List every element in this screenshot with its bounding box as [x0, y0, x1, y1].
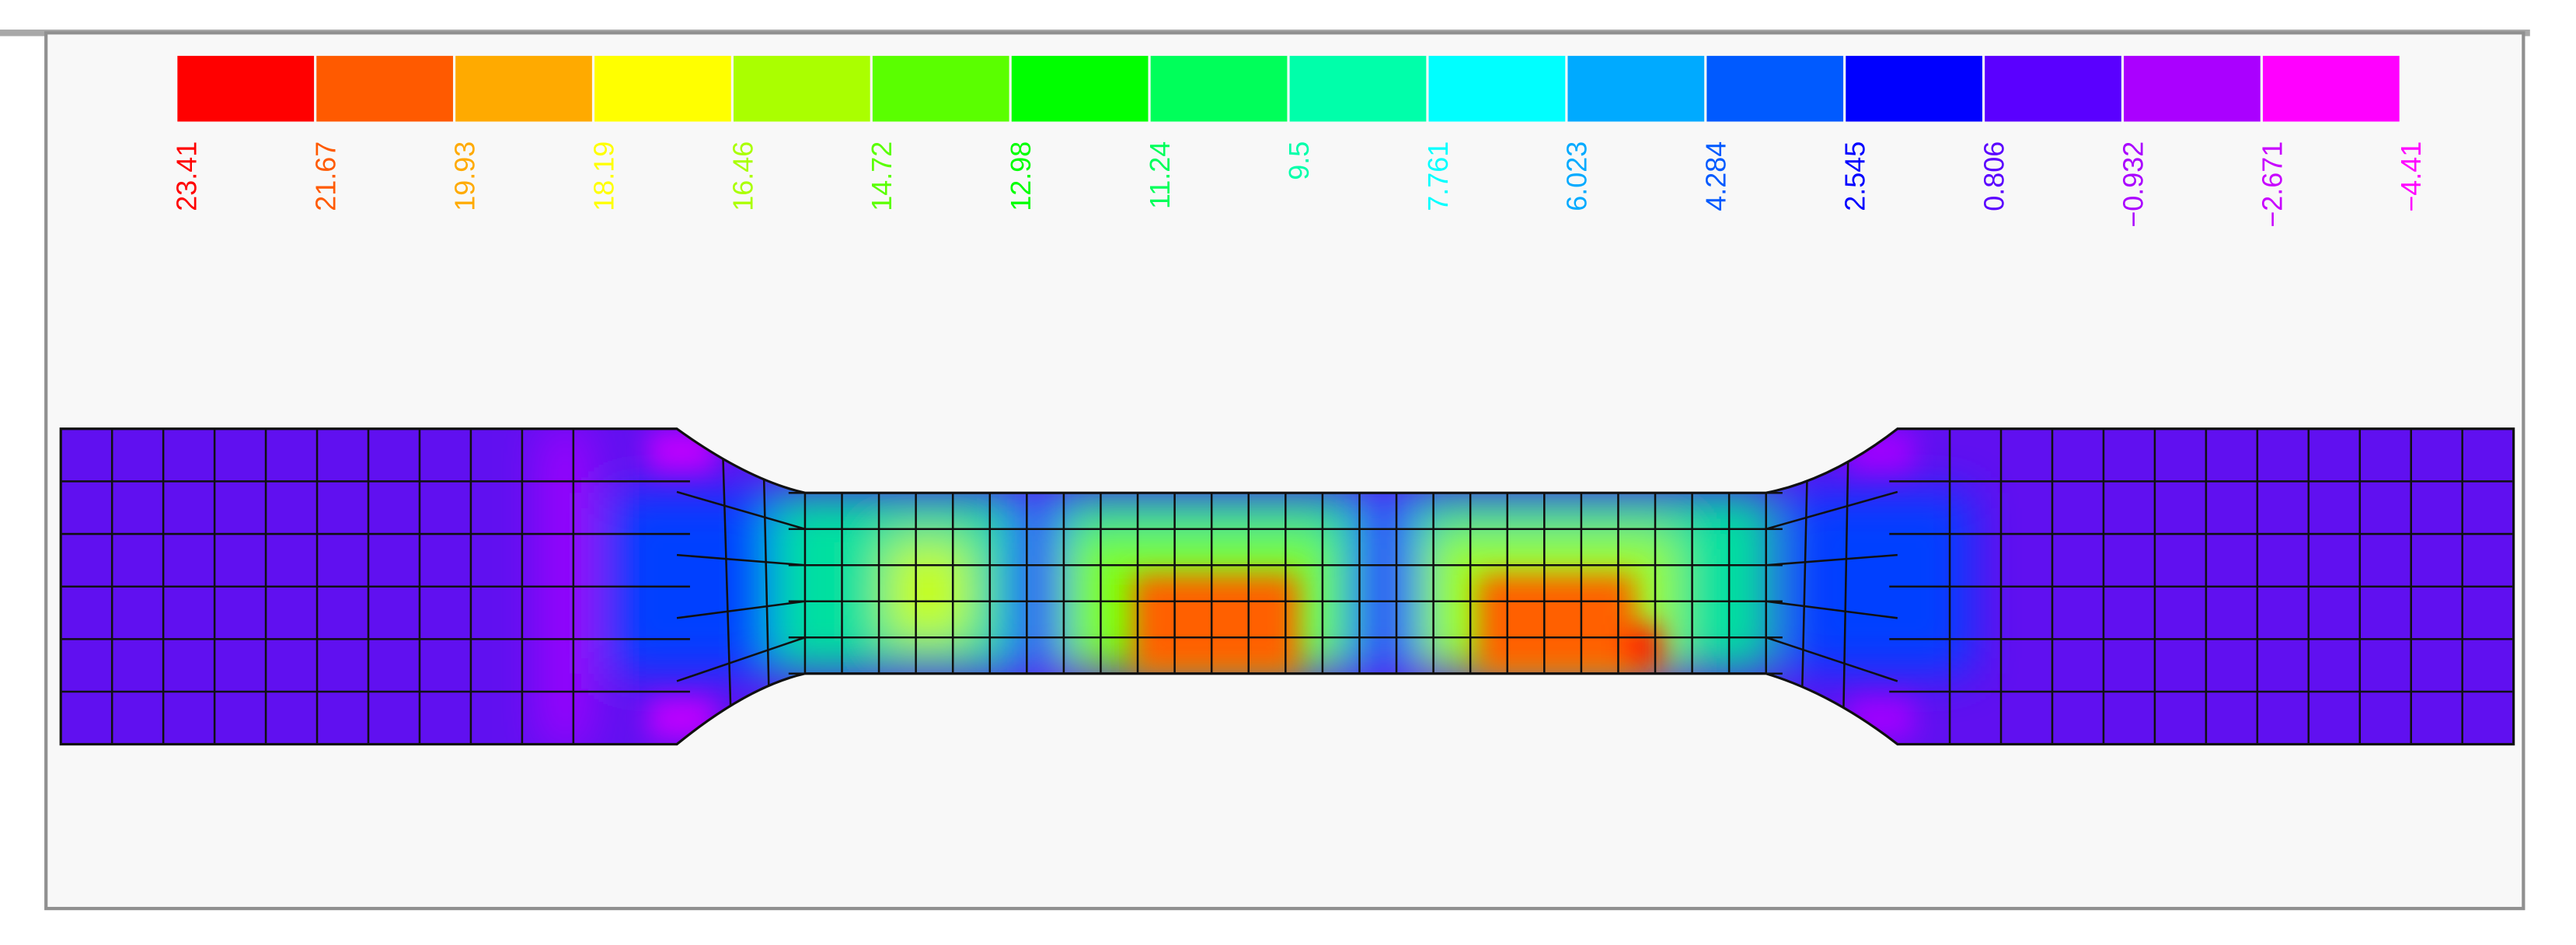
colorbar-swatch — [1706, 55, 1844, 122]
mesh-line — [1766, 490, 1898, 530]
colorbar-label: 4.284 — [1700, 141, 1732, 211]
colorbar-swatch — [733, 55, 870, 122]
mesh-line — [676, 600, 806, 619]
mesh-line — [676, 490, 806, 530]
colorbar-label: 14.72 — [866, 141, 898, 211]
colorbar-label: 9.5 — [1283, 141, 1315, 180]
colorbar-label: 7.761 — [1422, 141, 1454, 211]
colorbar-swatch — [455, 55, 592, 122]
colorbar-label: −2.671 — [2256, 141, 2288, 228]
colorbar-label: −0.932 — [2117, 141, 2149, 228]
mesh-line — [676, 553, 806, 567]
colorbar-label: 11.24 — [1144, 141, 1176, 209]
colorbar-label: 21.67 — [310, 141, 342, 211]
mesh-line — [1842, 452, 1849, 724]
colorbar-swatch — [316, 55, 453, 122]
mesh-line — [1766, 553, 1898, 567]
colorbar-label: 16.46 — [727, 141, 758, 211]
colorbar-swatch — [1985, 55, 2121, 122]
mesh-line — [1766, 636, 1898, 682]
colorbar-label: 2.545 — [1839, 141, 1871, 211]
colorbar-swatch — [1846, 55, 1982, 122]
mesh-line — [1800, 476, 1808, 690]
colorbar-label: 23.41 — [171, 141, 203, 211]
colorbar-swatch — [177, 55, 315, 122]
mesh-line — [1766, 600, 1898, 619]
colorbar: 23.41 21.67 19.93 18.19 16.46 14.72 12.98 11.24… — [171, 55, 2427, 228]
colorbar-swatch — [1011, 55, 1149, 122]
colorbar-swatch — [2262, 55, 2400, 122]
mesh-line — [762, 476, 770, 690]
colorbar-swatch — [2124, 55, 2261, 122]
colorbar-swatch — [1150, 55, 1288, 122]
colorbar-swatch — [1567, 55, 1705, 122]
colorbar-swatch — [594, 55, 731, 122]
colorbar-label: −4.41 — [2395, 141, 2427, 212]
colorbar-label: 0.806 — [1978, 141, 2010, 211]
colorbar-label: 19.93 — [448, 141, 480, 211]
colorbar-label: 12.98 — [1005, 141, 1037, 211]
colorbar-swatch — [872, 55, 1009, 122]
colorbar-swatch — [1289, 55, 1427, 122]
mesh-line — [676, 636, 806, 682]
mesh-line — [721, 452, 733, 724]
colorbar-label: 18.19 — [587, 141, 619, 211]
colorbar-swatch — [1428, 55, 1566, 122]
colorbar-label: 6.023 — [1561, 141, 1593, 211]
specimen-outline — [59, 427, 2515, 746]
